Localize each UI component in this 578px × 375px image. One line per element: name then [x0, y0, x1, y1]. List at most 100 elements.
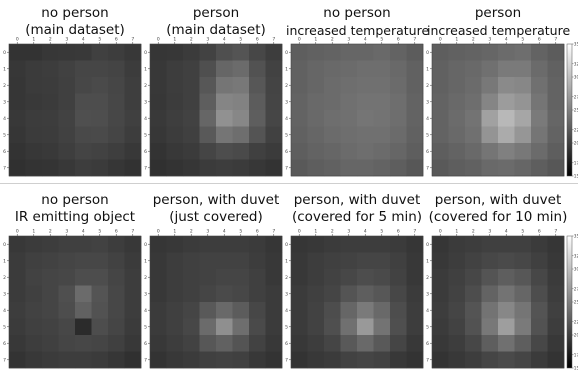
heatmap-cell — [514, 302, 532, 319]
heatmap-cell — [291, 110, 308, 127]
heatmap-cell — [91, 335, 109, 352]
y-tick-label: 6 — [285, 149, 288, 155]
x-tick-label: 1 — [173, 37, 176, 43]
heatmap-cell — [25, 143, 43, 160]
y-tick-label: 4 — [285, 308, 288, 314]
x-tick-label: 5 — [98, 229, 101, 235]
heatmap-cell — [216, 269, 233, 286]
heatmap-cell — [249, 335, 266, 352]
y-tick-label: 1 — [144, 258, 147, 264]
x-tick-label: 7 — [131, 229, 134, 235]
heatmap-cell — [324, 269, 341, 286]
heatmap-cell — [150, 335, 167, 352]
heatmap-cell — [448, 126, 466, 144]
heatmap-cell — [547, 60, 565, 78]
heatmap-cell — [547, 351, 565, 369]
heatmap-cell — [291, 285, 308, 303]
heatmap-cell — [9, 159, 26, 177]
heatmap-cell — [216, 93, 233, 111]
heatmap-cell — [307, 285, 325, 303]
y-tick-label: 2 — [144, 83, 147, 89]
heatmap-cell — [390, 77, 407, 94]
x-tick-label: 7 — [131, 37, 134, 43]
heatmap-cell — [465, 77, 482, 94]
heatmap-cell — [390, 285, 407, 303]
heatmap-cell — [373, 60, 391, 78]
heatmap-cell — [481, 318, 499, 336]
heatmap-cell — [150, 318, 167, 336]
heatmap-cell — [265, 143, 283, 160]
x-tick-label: 7 — [554, 229, 557, 235]
heatmap-cell — [25, 60, 43, 78]
heatmap-cell — [547, 143, 565, 160]
heatmap-cell — [406, 77, 424, 94]
x-tick-label: 1 — [32, 37, 35, 43]
y-tick-label: 4 — [426, 308, 429, 314]
heatmap-cell — [25, 44, 43, 61]
heatmap-cell — [75, 285, 92, 303]
heatmap-cell — [216, 60, 233, 78]
x-tick-label: 3 — [65, 37, 68, 43]
heatmap-cell — [91, 236, 109, 253]
heatmap-cell — [390, 269, 407, 286]
heatmap-cell — [58, 126, 76, 144]
heatmap-cell — [340, 44, 358, 61]
heatmap-cell — [75, 269, 92, 286]
heatmap-cell — [199, 285, 217, 303]
heatmap-cell — [357, 335, 374, 352]
heatmap-cell — [324, 236, 341, 253]
x-tick-label: 2 — [190, 37, 193, 43]
y-tick-label: 5 — [3, 132, 6, 138]
plot-frame — [290, 235, 424, 369]
y-tick-label: 0 — [285, 242, 288, 248]
heatmap-cell — [373, 110, 391, 127]
heatmap-cell — [265, 236, 283, 253]
heatmap-cell — [481, 44, 499, 61]
heatmap-cell — [432, 60, 449, 78]
x-tick-label: 2 — [472, 37, 475, 43]
heatmap-cell — [249, 93, 266, 111]
heatmap-cell — [406, 60, 424, 78]
heatmap-cell — [199, 77, 217, 94]
heatmap-cell — [498, 236, 515, 253]
heatmap-cell — [465, 126, 482, 144]
heatmap-cell — [25, 285, 43, 303]
heatmap-cell — [58, 335, 76, 352]
heatmap-cell — [249, 143, 266, 160]
colorbar: 35 32 30 27 25 22 20 17 15 — [566, 234, 578, 371]
heatmap-cell — [58, 93, 76, 111]
y-tick-label: 0 — [144, 50, 147, 56]
heatmap-cell — [25, 335, 43, 352]
heatmap-cell — [481, 77, 499, 94]
heatmap-cell — [291, 236, 308, 253]
colorbar-tick-label: 17 — [574, 352, 578, 357]
heatmap-cell — [406, 335, 424, 352]
heatmap-cell — [249, 318, 266, 336]
heatmap-cell — [373, 351, 391, 369]
heatmap-cell — [265, 285, 283, 303]
y-tick-label: 4 — [3, 116, 6, 122]
y-tick-label: 4 — [285, 116, 288, 122]
heatmap-cell — [91, 143, 109, 160]
heatmap-cell — [373, 318, 391, 336]
heatmap-cell — [307, 159, 325, 177]
heatmap-cell — [75, 335, 92, 352]
heatmap-cell — [324, 351, 341, 369]
heatmap-panel: 0 1 2 3 4 5 6 7 0 1 2 3 4 5 6 7 — [3, 229, 142, 369]
heatmap-cell — [307, 126, 325, 144]
colorbar: 35 32 30 27 25 22 20 17 15 — [566, 42, 578, 179]
x-tick-label: 7 — [272, 37, 275, 43]
heatmap-cell — [183, 335, 200, 352]
x-tick-label: 0 — [157, 229, 160, 235]
heatmap-cell — [324, 44, 341, 61]
heatmap-cell — [291, 60, 308, 78]
heatmap-cell — [448, 60, 466, 78]
heatmap-cell — [75, 77, 92, 94]
heatmap-cell — [183, 285, 200, 303]
x-tick-label: 2 — [49, 37, 52, 43]
heatmap-cell — [9, 269, 26, 286]
heatmap-cell — [108, 159, 125, 177]
heatmap-cell — [75, 143, 92, 160]
heatmap-cell — [58, 269, 76, 286]
